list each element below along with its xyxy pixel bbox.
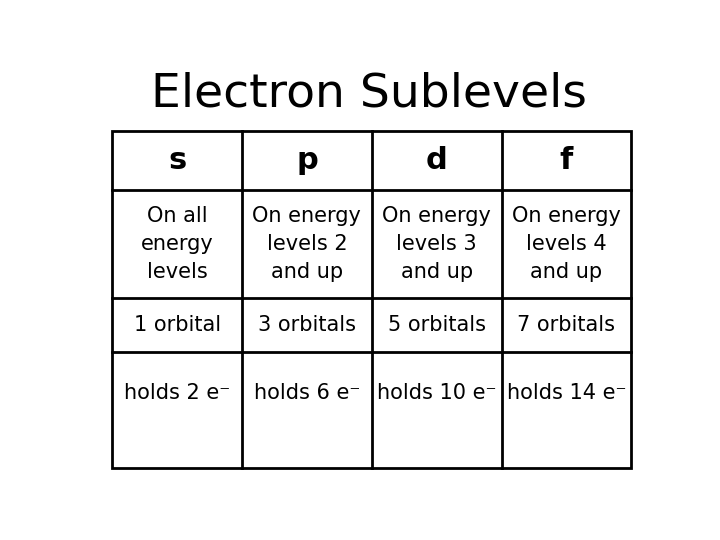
- Text: p: p: [296, 146, 318, 175]
- Text: 3 orbitals: 3 orbitals: [258, 315, 356, 335]
- Text: 7 orbitals: 7 orbitals: [518, 315, 616, 335]
- Text: holds 6 e⁻: holds 6 e⁻: [253, 383, 360, 403]
- Text: holds 10 e⁻: holds 10 e⁻: [377, 383, 496, 403]
- Text: s: s: [168, 146, 186, 175]
- Text: On energy
levels 2
and up: On energy levels 2 and up: [253, 206, 361, 281]
- Bar: [112, 131, 631, 468]
- Text: On energy
levels 4
and up: On energy levels 4 and up: [512, 206, 621, 281]
- Text: 1 orbital: 1 orbital: [134, 315, 221, 335]
- Text: holds 2 e⁻: holds 2 e⁻: [124, 383, 230, 403]
- Text: Electron Sublevels: Electron Sublevels: [151, 71, 587, 117]
- Text: On energy
levels 3
and up: On energy levels 3 and up: [382, 206, 491, 281]
- Text: On all
energy
levels: On all energy levels: [141, 206, 214, 281]
- Text: f: f: [559, 146, 573, 175]
- Text: holds 14 e⁻: holds 14 e⁻: [507, 383, 626, 403]
- Text: 5 orbitals: 5 orbitals: [387, 315, 486, 335]
- Text: d: d: [426, 146, 448, 175]
